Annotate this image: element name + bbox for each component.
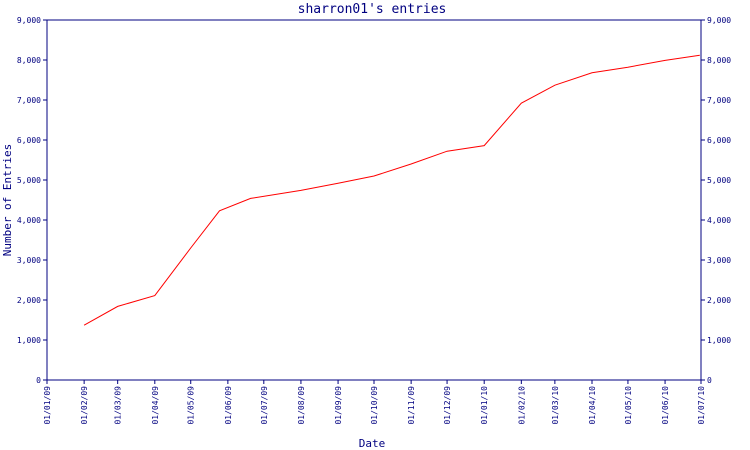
x-tick-label: 01/12/09	[443, 386, 452, 425]
y-tick-label-left: 1,000	[17, 336, 41, 345]
y-tick-label-right: 6,000	[707, 136, 731, 145]
y-tick-label-left: 3,000	[17, 256, 41, 265]
x-tick-label: 01/02/10	[517, 386, 526, 425]
x-tick-label: 01/04/09	[151, 386, 160, 425]
series-line-entries	[83, 54, 700, 326]
x-tick-label: 01/03/10	[551, 386, 560, 425]
x-tick-label: 01/05/10	[624, 386, 633, 425]
y-tick-label-left: 4,000	[17, 216, 41, 225]
x-tick-label: 01/02/09	[80, 386, 89, 425]
x-tick-label: 01/04/10	[588, 386, 597, 425]
chart-title: sharron01's entries	[298, 2, 447, 17]
x-tick-label: 01/08/09	[297, 386, 306, 425]
y-tick-label-left: 8,000	[17, 56, 41, 65]
y-tick-label-right: 3,000	[707, 256, 731, 265]
x-tick-label: 01/06/10	[661, 386, 670, 425]
plot-frame	[46, 19, 702, 381]
x-tick-label: 01/05/09	[187, 386, 196, 425]
y-tick-label-right: 7,000	[707, 96, 731, 105]
y-tick-label-right: 2,000	[707, 296, 731, 305]
y-tick-label-left: 9,000	[17, 16, 41, 25]
y-tick-label-right: 1,000	[707, 336, 731, 345]
y-tick-label-left: 2,000	[17, 296, 41, 305]
x-tick-label: 01/11/09	[407, 386, 416, 425]
y-axis-right: 0 1,000 2,000 3,000 4,000 5,000 6,000 7,000 8,00…	[701, 16, 731, 385]
y-tick-label-right: 0	[707, 376, 712, 385]
y-tick-label-left: 5,000	[17, 176, 41, 185]
x-tick-label: 01/03/09	[114, 386, 123, 425]
x-axis-label: Date	[359, 437, 386, 450]
x-tick-label: 01/07/09	[260, 386, 269, 425]
x-tick-label: 01/10/09	[370, 386, 379, 425]
x-tick-label: 01/07/10	[697, 386, 706, 425]
x-tick-label: 01/01/09	[43, 386, 52, 425]
x-tick-label: 01/09/09	[334, 386, 343, 425]
y-tick-label-right: 8,000	[707, 56, 731, 65]
x-tick-label: 01/06/09	[224, 386, 233, 425]
y-tick-label-left: 0	[36, 376, 41, 385]
y-axis-label: Number of Entries	[1, 144, 14, 257]
y-tick-label-right: 4,000	[707, 216, 731, 225]
y-tick-label-left: 6,000	[17, 136, 41, 145]
y-tick-label-right: 5,000	[707, 176, 731, 185]
x-tick-label: 01/01/10	[480, 386, 489, 425]
y-axis-left: 0 1,000 2,000 3,000 4,000 5,000 6,000 7,000 8,00…	[17, 16, 47, 385]
x-axis: 01/01/09 01/02/09 01/03/09 01/04/09 01/05/09…	[43, 380, 706, 425]
y-tick-label-left: 7,000	[17, 96, 41, 105]
y-tick-label-right: 9,000	[707, 16, 731, 25]
